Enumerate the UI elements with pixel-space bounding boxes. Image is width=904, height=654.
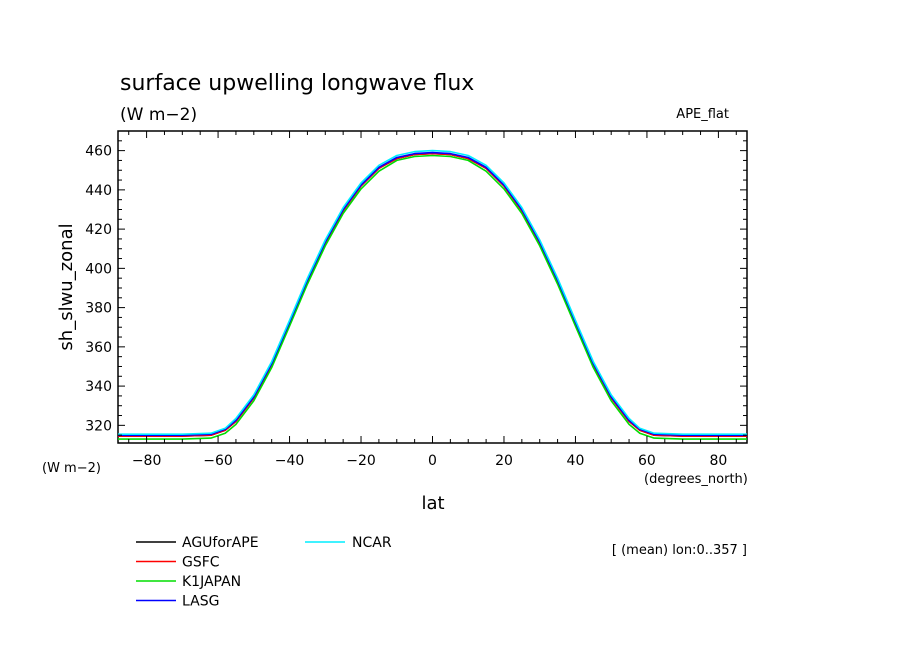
x-tick-label: −20 bbox=[346, 453, 376, 469]
y-axis-ticks: 320 340 360 380 400 420 440 460 bbox=[85, 140, 747, 436]
series-line-gsfc bbox=[118, 152, 747, 437]
y-tick-label: 460 bbox=[85, 144, 112, 160]
dataset-label: APE_flat bbox=[676, 107, 729, 122]
x-tick-label: −60 bbox=[203, 453, 233, 469]
series-line-ncar bbox=[118, 149, 747, 435]
x-tick-label: 40 bbox=[567, 453, 585, 469]
x-axis-ticks: −80 −60 −40 −20 0 20 40 60 80 bbox=[128, 131, 737, 469]
legend-label-lasg: LASG bbox=[182, 594, 219, 610]
y-axis-title: sh_slwu_zonal bbox=[56, 223, 77, 350]
y-tick-label: 340 bbox=[85, 379, 112, 395]
series-line-aguforape bbox=[118, 152, 747, 437]
chart-title: surface upwelling longwave flux bbox=[120, 71, 474, 96]
y-tick-label: 360 bbox=[85, 340, 112, 356]
plot-frame bbox=[117, 130, 748, 444]
x-tick-label: 60 bbox=[638, 453, 656, 469]
series-line-k1japan bbox=[118, 154, 747, 440]
series-lines bbox=[118, 149, 747, 440]
x-axis-units: (degrees_north) bbox=[644, 472, 748, 487]
x-tick-label: 20 bbox=[495, 453, 513, 469]
x-tick-label: 80 bbox=[709, 453, 727, 469]
plot-area: −80 −60 −40 −20 0 20 40 60 80 320 340 360 380 400 420… bbox=[85, 130, 748, 469]
y-tick-label: 320 bbox=[85, 418, 112, 434]
legend-label-ncar: NCAR bbox=[352, 535, 392, 551]
series-line-lasg bbox=[118, 151, 747, 436]
legend: AGUforAPE GSFC K1JAPAN LASG NCAR bbox=[136, 535, 392, 610]
x-axis-title: lat bbox=[421, 493, 444, 514]
y-tick-label: 380 bbox=[85, 301, 112, 317]
y-tick-label: 400 bbox=[85, 261, 112, 277]
y-tick-label: 440 bbox=[85, 183, 112, 199]
legend-label-aguforape: AGUforAPE bbox=[182, 535, 259, 551]
averaging-note: [ (mean) lon:0..357 ] bbox=[612, 543, 747, 558]
x-tick-label: −40 bbox=[275, 453, 305, 469]
x-tick-label: −80 bbox=[132, 453, 162, 469]
legend-label-gsfc: GSFC bbox=[182, 555, 220, 571]
y-axis-units: (W m−2) bbox=[42, 461, 101, 476]
y-tick-label: 420 bbox=[85, 222, 112, 238]
x-tick-label: 0 bbox=[428, 453, 437, 469]
legend-label-k1japan: K1JAPAN bbox=[182, 574, 241, 590]
chart-subtitle: (W m−2) bbox=[120, 105, 197, 125]
